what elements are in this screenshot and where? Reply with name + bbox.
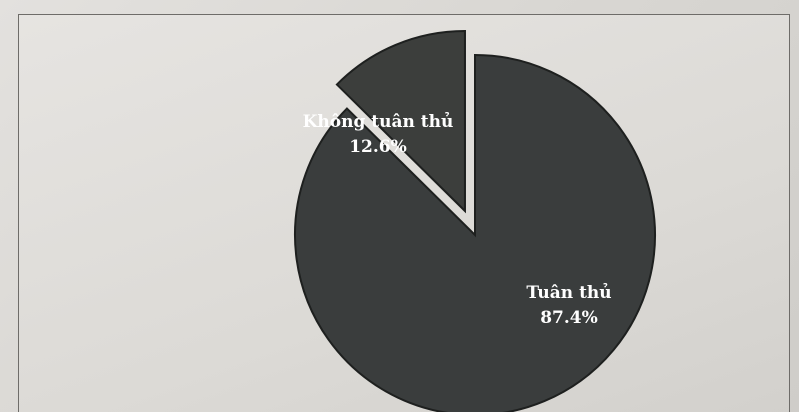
pie-slice-khong-tuan-thu xyxy=(335,30,466,214)
slice-label-khong-tuan-thu-name: Không tuân thủ xyxy=(303,112,454,132)
slice-label-khong-tuan-thu-percent: 12.6% xyxy=(349,137,407,157)
slice-label-tuan-thu-percent: 87.4% xyxy=(540,308,598,328)
pie-slice-tuan-thu xyxy=(294,53,656,412)
slice-label-tuan-thu-name: Tuân thủ xyxy=(526,283,611,303)
